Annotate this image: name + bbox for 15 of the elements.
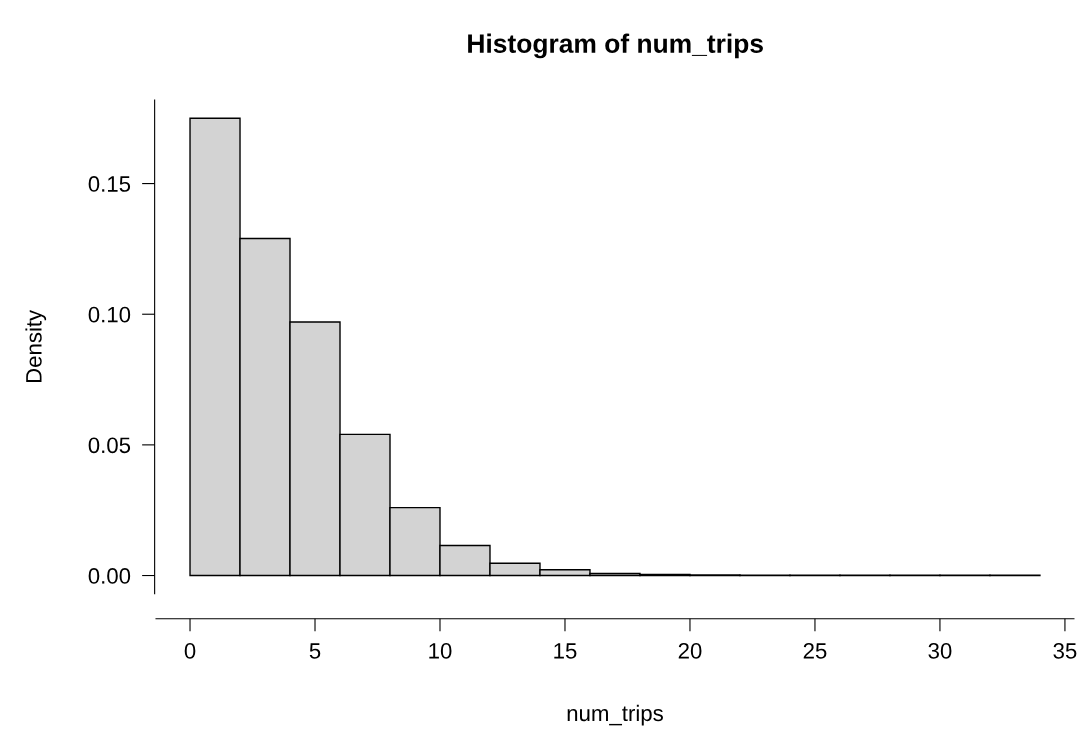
y-tick-label: 0.05 [88, 437, 131, 454]
x-tick-label: 15 [554, 643, 577, 659]
y-tick-label: 0.15 [88, 176, 131, 192]
x-tick-label: 35 [1053, 643, 1077, 659]
x-tick-label: 30 [928, 643, 952, 659]
chart-title: Histogram of num_trips [468, 33, 763, 59]
y-axis-title: Density [25, 309, 47, 383]
y-tick-label: 0.10 [88, 306, 131, 323]
x-tick-label: 5 [309, 643, 321, 659]
x-tick-label: 25 [803, 643, 827, 659]
x-tick-label: 10 [429, 643, 452, 659]
x-tick-label: 0 [184, 643, 196, 659]
x-axis-title: num_trips [567, 704, 663, 726]
y-tick-label: 0.00 [88, 568, 131, 584]
x-tick-label: 20 [678, 643, 702, 659]
